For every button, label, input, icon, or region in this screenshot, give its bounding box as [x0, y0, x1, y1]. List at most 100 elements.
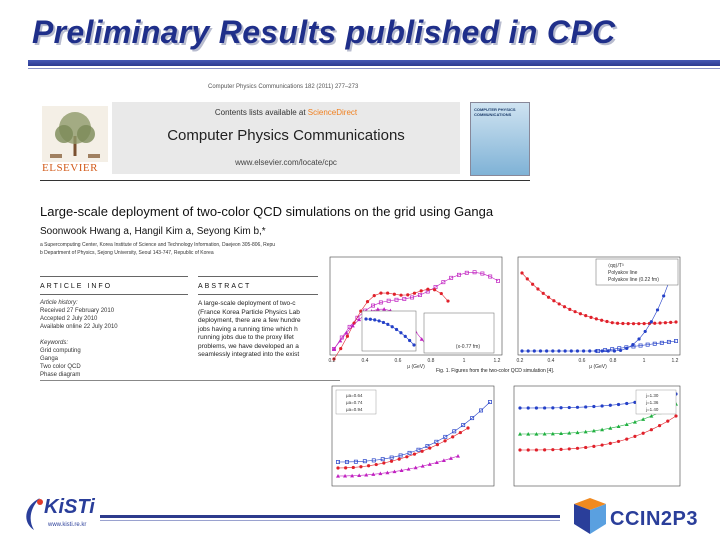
journal-url[interactable]: www.elsevier.com/locate/cpc	[235, 158, 337, 167]
abstract-line: deployment, there are a few hundre	[198, 317, 301, 324]
p3-series-red-point	[458, 430, 462, 435]
p4-series-green-point	[550, 431, 555, 436]
p1-series-b-point	[359, 309, 363, 313]
p3-series-mag-point	[427, 462, 432, 466]
p1-series-a-line	[333, 271, 499, 350]
p3-series-blue-point	[434, 439, 439, 444]
p2-series-blue-point	[569, 349, 573, 353]
p4-series-red-point	[567, 447, 571, 451]
p2-series-blue2-point	[617, 346, 622, 351]
p1-xtick: 1.2	[494, 358, 501, 364]
p4-series-red-point	[526, 448, 530, 452]
p2-xtick: 0.2	[517, 358, 524, 364]
p4-series-green-point	[608, 426, 613, 430]
ccin2p3-logo: CCIN2P3	[570, 494, 720, 540]
p1-inset	[361, 310, 417, 352]
p1-series-b-point	[399, 293, 403, 297]
p4-series-green-point	[534, 431, 539, 436]
p2-series-red-point	[589, 315, 593, 319]
p3-series-blue-point	[344, 459, 349, 464]
article-info-rule	[40, 276, 188, 277]
p3-series-red-point	[382, 461, 386, 465]
p1-inset-series-point	[394, 327, 399, 332]
publisher-wordmark: ELSEVIER	[42, 162, 98, 174]
p4-series-red-point	[649, 428, 653, 432]
paper-page: Computer Physics Communications 182 (201…	[40, 80, 530, 381]
p3-series-mag-point	[434, 460, 439, 465]
p4-series-green-point	[616, 424, 621, 429]
p3-series-mag-point	[343, 473, 348, 478]
p3-series-mag-point	[456, 454, 460, 458]
plot-polyakov-line: ⟨qq⟩/T³ Polyakov line Polyakov line (0.22 …	[508, 253, 684, 369]
p1-series-b-point	[379, 291, 383, 295]
p4-series-blue-point	[518, 406, 522, 410]
contents-prefix: Contents lists available at	[214, 108, 308, 117]
p3-series-red-point	[366, 464, 371, 468]
p3-series-mag-point	[371, 472, 376, 476]
p2-series-blue-point	[557, 349, 561, 353]
p2-series-blue2-point	[674, 339, 678, 343]
p3-series-red-point	[344, 466, 348, 470]
p1-series-b-point	[392, 292, 396, 296]
p1-series-a-point	[371, 303, 375, 308]
p2-series-blue-point	[526, 349, 530, 353]
plot-frame	[513, 385, 681, 487]
abstract-line: jobs having a running time which h	[198, 325, 298, 333]
p4-series-red-point	[575, 446, 580, 450]
p1-series-a-point	[417, 293, 422, 297]
p2-series-red-point	[546, 295, 551, 299]
p3-series-red-point	[397, 457, 401, 461]
p4-series-green-point	[542, 431, 547, 436]
p4-series-blue-point	[543, 406, 547, 410]
p1-series-a-point	[457, 272, 461, 277]
p3-series-mag-point	[385, 470, 390, 475]
p4-series-green-point	[567, 431, 572, 435]
p2-series-blue-point	[594, 349, 598, 353]
p2-series-red-point	[536, 287, 540, 291]
journal-banner: Contents lists available at ScienceDirec…	[112, 102, 460, 174]
p1-series-a-point	[472, 270, 477, 275]
p3-series-blue-point	[389, 455, 394, 460]
p4-series-blue-point	[567, 405, 571, 410]
p2-series-red-point	[669, 320, 673, 324]
p3-series-blue-point	[470, 416, 475, 421]
p2-series-blue2-point	[596, 349, 600, 353]
p4-legend-item: j=1.40	[645, 407, 659, 412]
p1-legend-text: (x-0.77 fm)	[456, 344, 481, 350]
p1-xtick: 0.2	[329, 358, 336, 364]
p1-series-b-point	[339, 347, 343, 351]
p3-series-red-point	[435, 443, 440, 447]
p4-legend-item: j=1.36	[645, 400, 659, 405]
p2-series-blue2-line	[597, 340, 677, 352]
p2-series-blue-point	[643, 329, 647, 334]
p3-series-mag-point	[392, 469, 397, 474]
p3-series-blue-point	[336, 460, 340, 464]
p4-series-red-point	[534, 448, 539, 452]
article-info-rule-bottom	[40, 294, 188, 295]
p4-series-red-point	[657, 424, 662, 428]
p2-series-blue2-point	[652, 341, 657, 346]
p3-series-mag-point	[420, 464, 425, 468]
p2-series-red-point	[568, 307, 572, 311]
p4-series-red-point	[559, 447, 563, 451]
p3-series-red-point	[443, 439, 447, 443]
p1-series-a-point	[496, 278, 500, 283]
p3-series-blue-point	[443, 434, 448, 439]
p2-series-red-point	[584, 314, 588, 318]
p3-legend-item: μa=0.94	[346, 407, 363, 412]
title-divider-thin	[28, 68, 720, 69]
p2-legend-item: ⟨qq⟩/T³	[608, 263, 624, 269]
p4-series-red-point	[633, 434, 637, 438]
plot-lower-right: j=1.30 j=1.36 j=1.40	[500, 382, 684, 492]
p4-series-red-point	[600, 443, 604, 447]
abstract-heading: ABSTRACT	[198, 283, 252, 290]
p4-series-green-point	[624, 422, 629, 426]
p1-series-b-point	[406, 293, 410, 297]
sciencedirect-link[interactable]: ScienceDirect	[307, 108, 358, 117]
p2-xtick: 0.8	[610, 358, 617, 364]
p3-series-red-point	[420, 449, 424, 453]
p1-series-b-point	[419, 289, 423, 293]
p3-series-mag-point	[413, 465, 418, 470]
p2-series-blue-point	[575, 349, 580, 353]
abstract-line: (France Korea Particle Physics Lab	[198, 308, 300, 316]
